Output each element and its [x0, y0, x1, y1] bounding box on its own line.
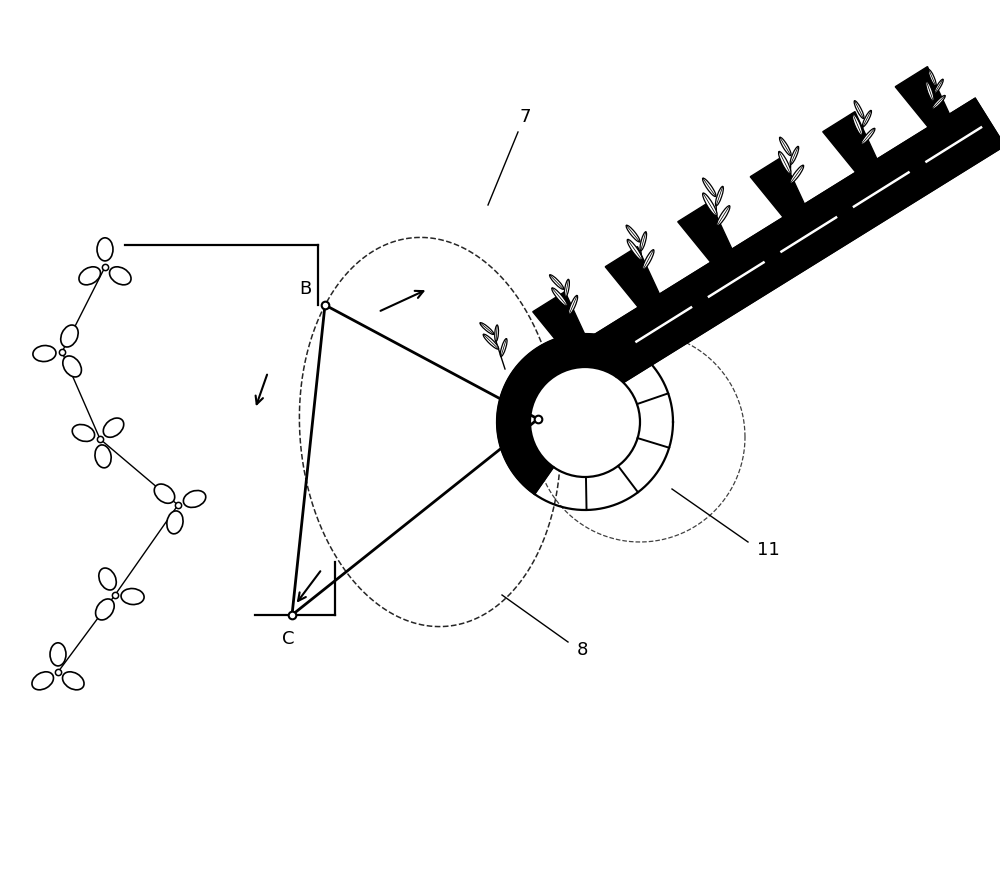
Ellipse shape — [483, 334, 499, 349]
Ellipse shape — [50, 643, 66, 666]
Text: C: C — [282, 630, 294, 648]
Ellipse shape — [550, 275, 564, 289]
Ellipse shape — [183, 490, 206, 508]
Ellipse shape — [790, 146, 799, 165]
Ellipse shape — [703, 178, 716, 196]
Ellipse shape — [154, 484, 175, 503]
Ellipse shape — [500, 339, 507, 357]
Text: 7: 7 — [519, 108, 531, 126]
Ellipse shape — [626, 225, 640, 242]
Ellipse shape — [480, 323, 494, 334]
Ellipse shape — [703, 193, 717, 216]
Ellipse shape — [564, 280, 569, 297]
Polygon shape — [895, 67, 950, 127]
Ellipse shape — [643, 250, 654, 269]
Ellipse shape — [63, 356, 81, 377]
Ellipse shape — [932, 96, 945, 110]
Ellipse shape — [779, 152, 791, 174]
Ellipse shape — [790, 165, 804, 183]
Ellipse shape — [627, 239, 642, 260]
Ellipse shape — [33, 346, 56, 361]
Ellipse shape — [495, 325, 498, 341]
Ellipse shape — [95, 445, 111, 467]
Ellipse shape — [97, 238, 113, 261]
Ellipse shape — [717, 206, 730, 225]
Ellipse shape — [852, 114, 863, 136]
Polygon shape — [533, 291, 587, 353]
Ellipse shape — [72, 424, 95, 441]
Text: A: A — [499, 406, 511, 424]
Ellipse shape — [862, 111, 871, 127]
Ellipse shape — [103, 418, 124, 438]
Polygon shape — [497, 334, 635, 494]
Ellipse shape — [167, 511, 183, 534]
Ellipse shape — [552, 288, 567, 306]
Ellipse shape — [854, 101, 864, 118]
Ellipse shape — [110, 267, 131, 285]
Text: B: B — [299, 280, 311, 298]
Ellipse shape — [568, 296, 578, 315]
Ellipse shape — [63, 672, 84, 690]
Text: 8: 8 — [576, 641, 588, 659]
Ellipse shape — [32, 672, 53, 690]
Ellipse shape — [934, 79, 943, 94]
Ellipse shape — [121, 588, 144, 604]
Ellipse shape — [99, 568, 116, 590]
Ellipse shape — [61, 325, 78, 347]
Polygon shape — [605, 246, 660, 307]
Ellipse shape — [96, 599, 114, 620]
Ellipse shape — [640, 232, 647, 251]
Ellipse shape — [79, 267, 100, 285]
Text: 11: 11 — [757, 541, 779, 559]
Ellipse shape — [926, 82, 934, 101]
Polygon shape — [540, 98, 1000, 416]
Polygon shape — [750, 157, 805, 217]
Polygon shape — [678, 202, 732, 262]
Circle shape — [530, 367, 640, 477]
Polygon shape — [823, 111, 877, 173]
Ellipse shape — [928, 69, 936, 86]
Ellipse shape — [861, 128, 875, 145]
Ellipse shape — [779, 137, 791, 155]
Ellipse shape — [715, 187, 723, 206]
